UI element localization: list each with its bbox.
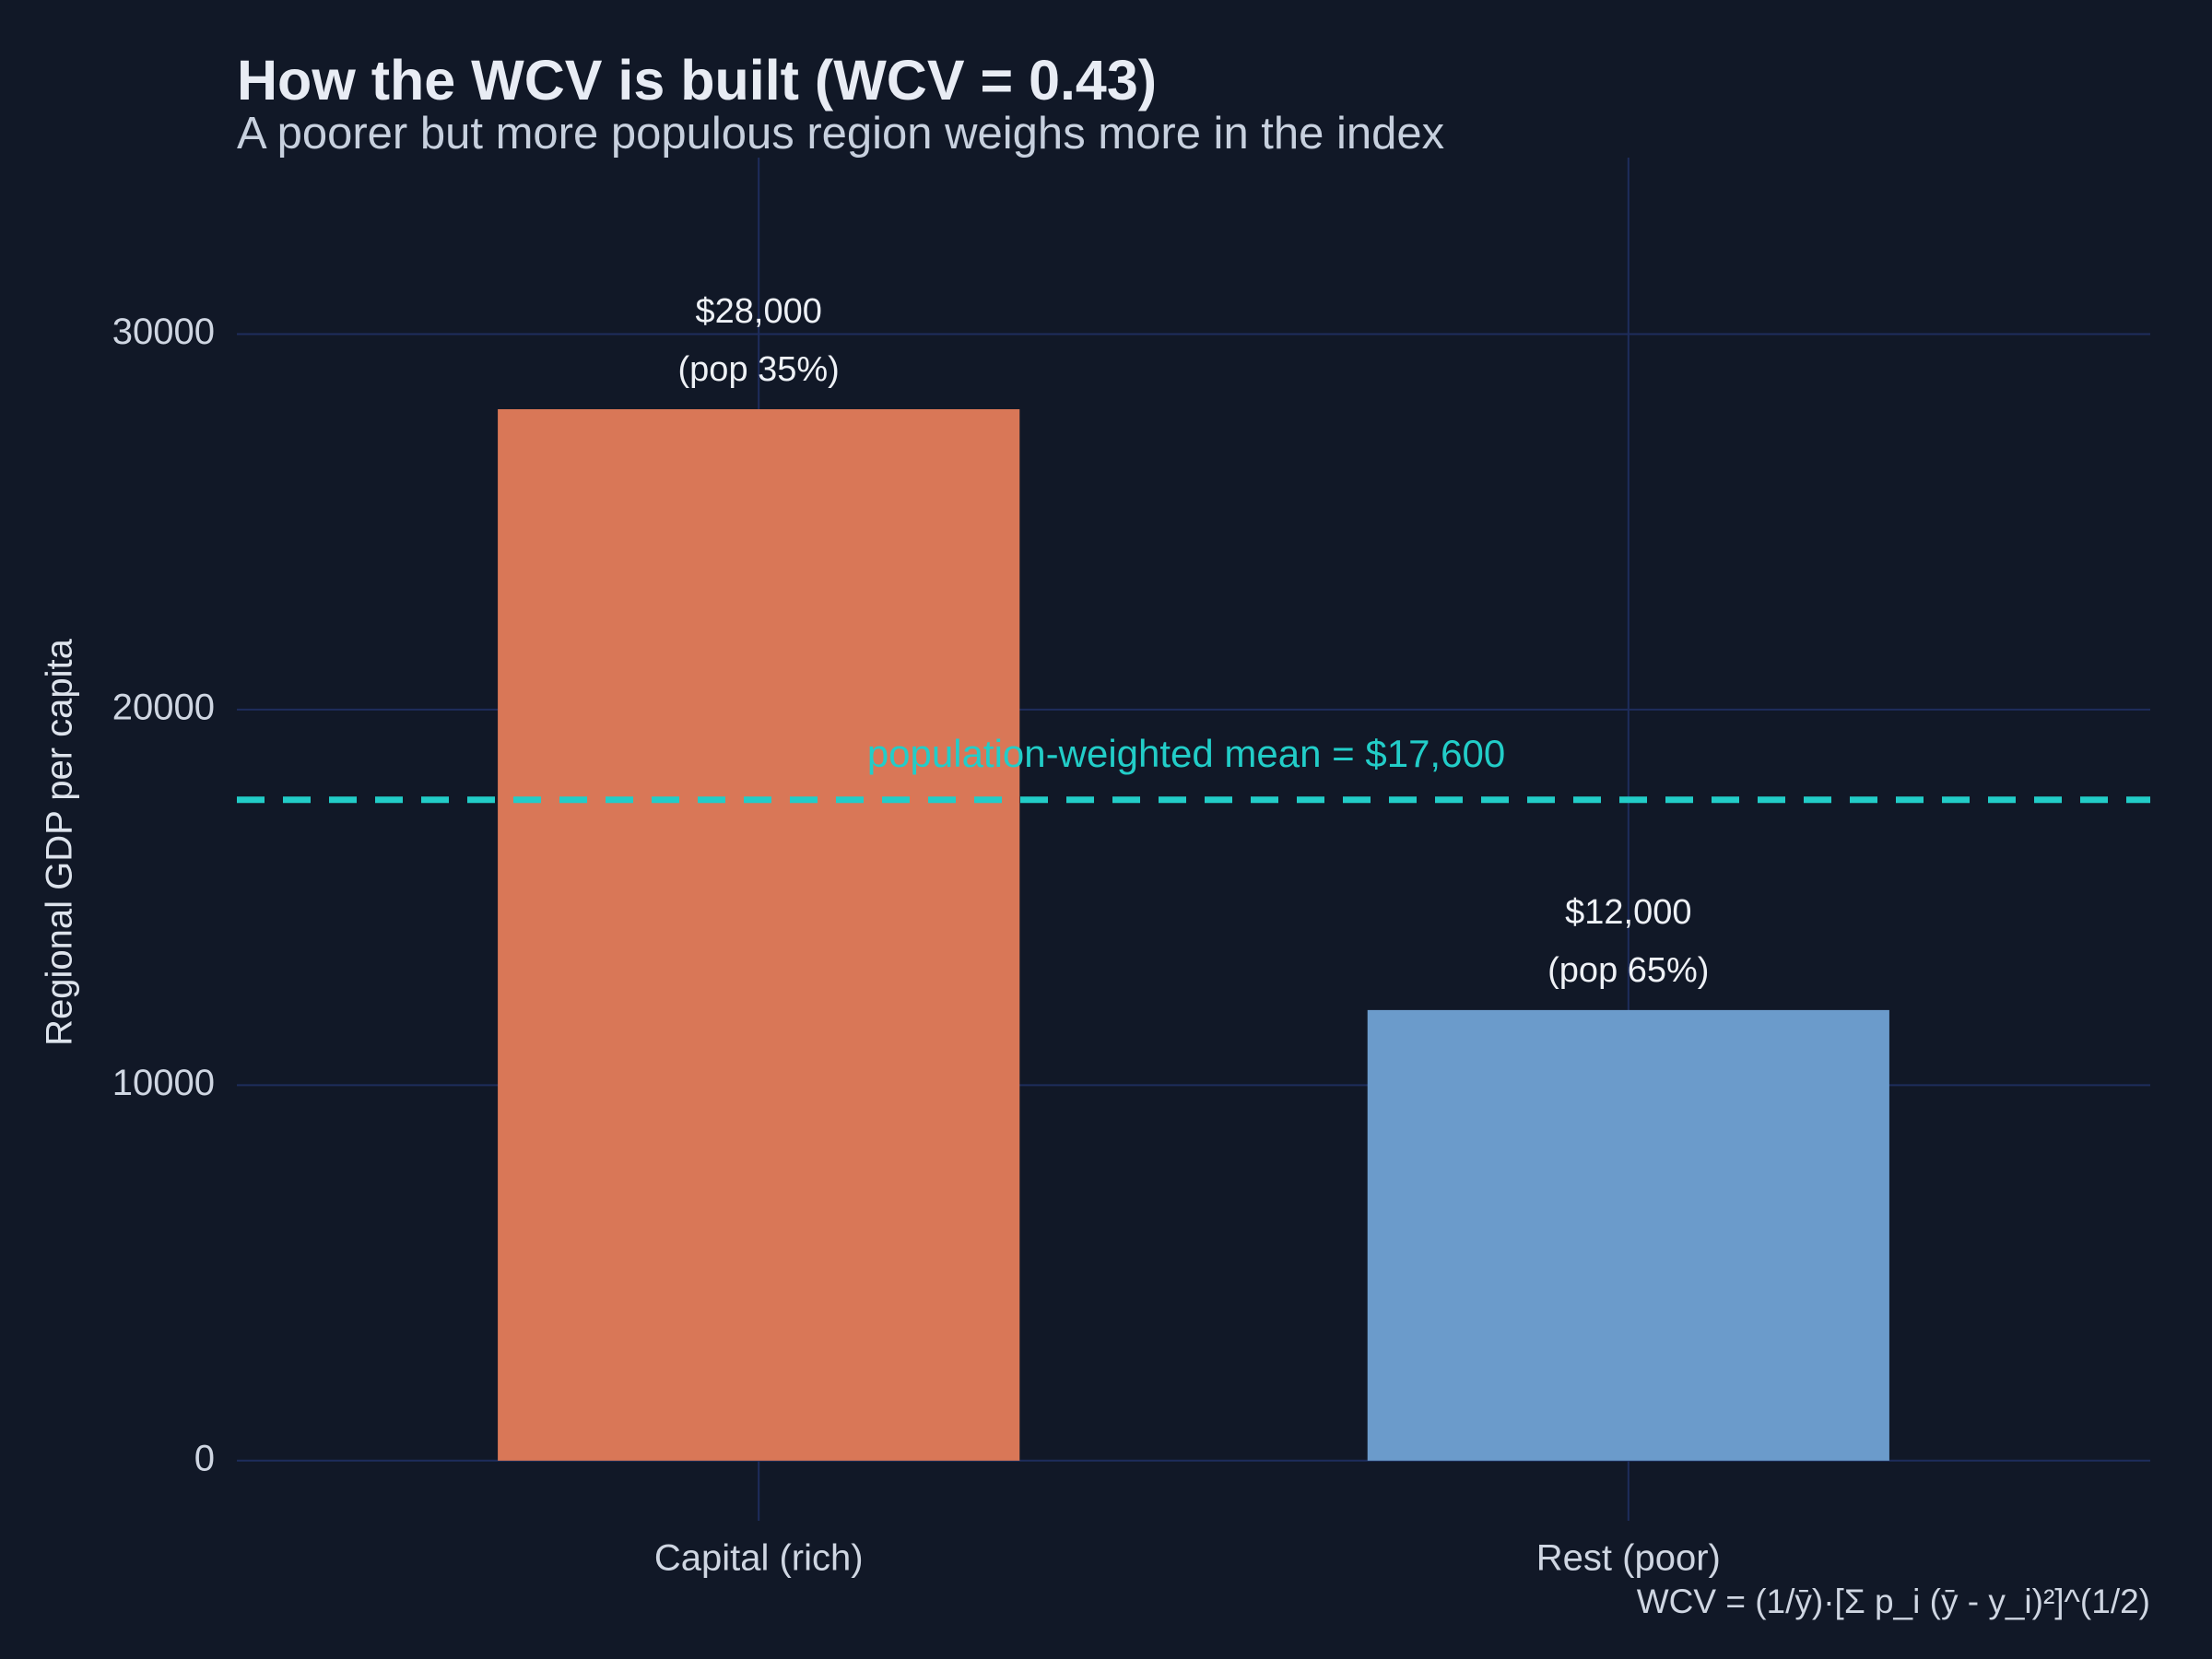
population-label: (pop 35%) [678,350,840,389]
x-tick-label: Rest (poor) [1536,1538,1721,1579]
chart-subtitle: A poorer but more populous region weighs… [237,109,1444,159]
bar [498,408,1020,1461]
y-tick-label: 30000 [112,312,215,352]
footnote: WCV = (1/ȳ)·[Σ p_i (ȳ - y_i)²]^(1/2) [1637,1583,2150,1620]
value-label: $12,000 [1565,893,1691,932]
value-label: $28,000 [695,292,821,331]
population-label: (pop 65%) [1547,951,1709,990]
y-tick-label: 10000 [112,1063,215,1103]
x-tick-label: Capital (rich) [654,1538,864,1579]
y-tick-label: 0 [194,1438,215,1478]
y-tick-label: 20000 [112,687,215,727]
chart-title: How the WCV is built (WCV = 0.43) [237,49,1157,112]
reference-label: population-weighted mean = $17,600 [867,732,1505,775]
bar [1367,1009,1889,1461]
y-axis-label: Regional GDP per capita [40,638,80,1045]
